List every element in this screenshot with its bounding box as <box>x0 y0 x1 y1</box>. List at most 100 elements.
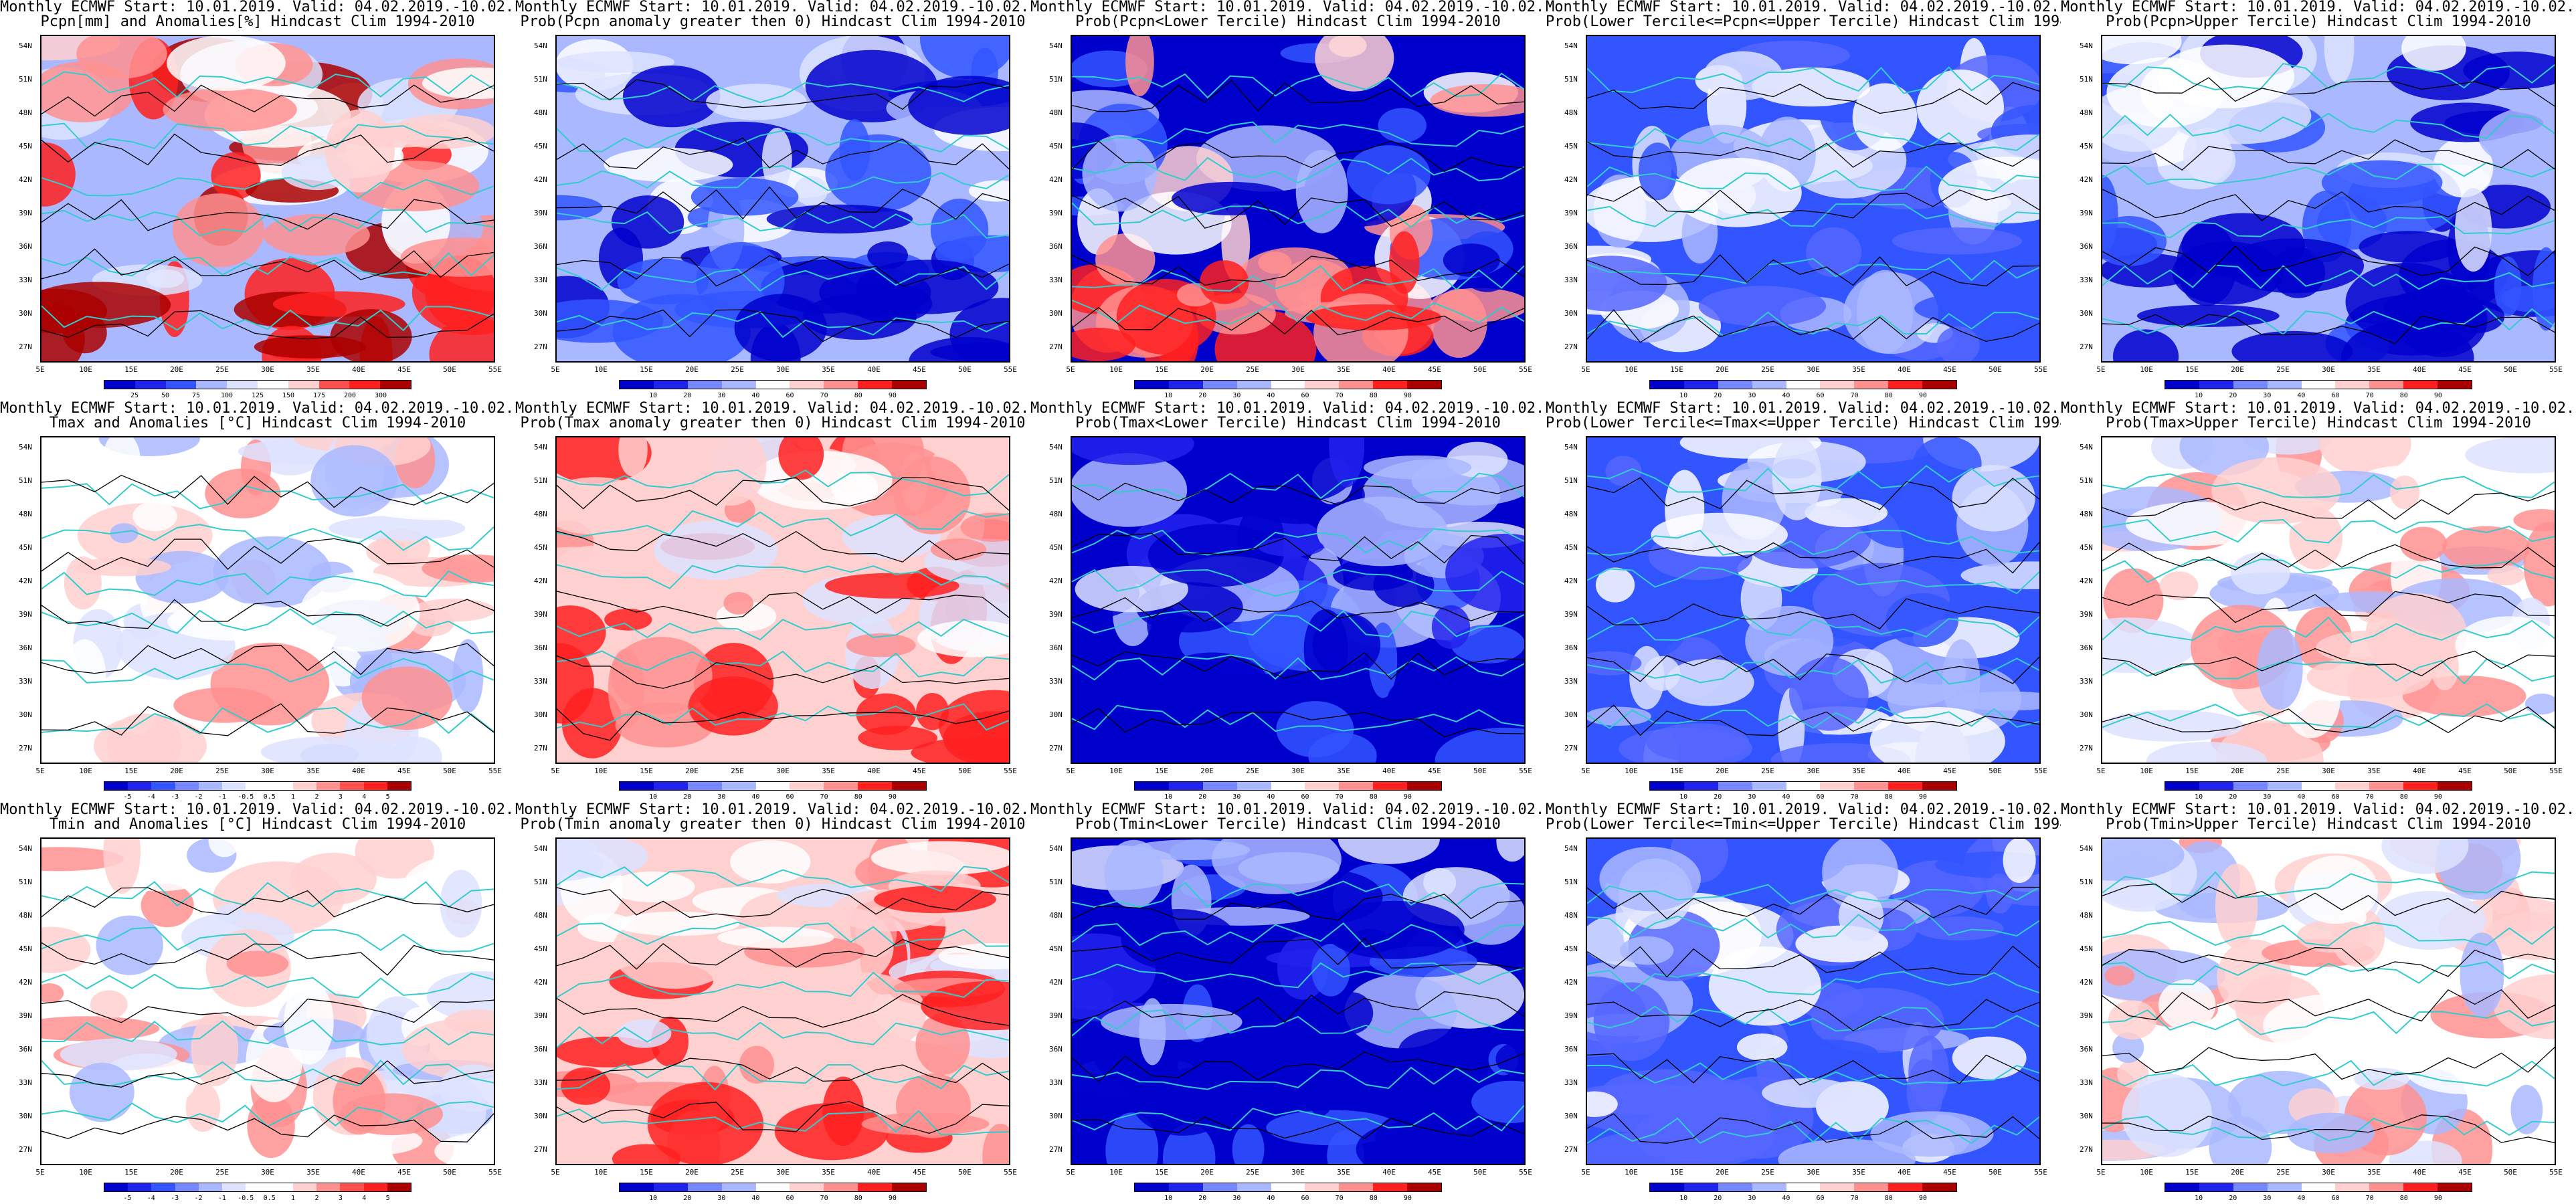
colorbar-tick-label: 20 <box>1714 1195 1722 1202</box>
longitude-label: 15E <box>2185 767 2199 775</box>
forecast-field <box>41 839 494 1164</box>
latitude-label: 27N <box>1049 342 1063 351</box>
longitude-label: 35E <box>306 1168 320 1177</box>
latitude-label: 30N <box>19 1112 32 1120</box>
field-patch <box>1916 69 2004 144</box>
latitude-label: 33N <box>2080 677 2093 686</box>
colorbar-tick-label: 90 <box>1403 1195 1412 1202</box>
coastline <box>41 926 494 954</box>
field-patch <box>1806 227 1862 278</box>
field-patch <box>654 520 778 580</box>
forecast-map-panel: Monthly ECMWF Start: 10.01.2019. Valid: … <box>1030 401 1546 803</box>
colorbar-tick-label: 3 <box>338 1195 343 1202</box>
latitude-label: 54N <box>19 443 32 452</box>
contour-line <box>1072 991 1524 1023</box>
latitude-label: 54N <box>534 443 547 452</box>
coastline <box>2102 658 2555 685</box>
longitude-label: 30E <box>261 767 274 775</box>
longitude-label: 40E <box>867 365 881 374</box>
colorbar-tick-label: 20 <box>2229 392 2237 399</box>
colorbar-swatch <box>721 381 756 389</box>
field-patch <box>858 726 937 750</box>
coastline <box>2102 871 2555 899</box>
colorbar-swatch <box>721 1183 756 1191</box>
longitude-label: 25E <box>731 767 744 775</box>
longitude-label: 45E <box>2458 365 2472 374</box>
coastline <box>1072 528 1524 556</box>
latitude-label: 33N <box>534 677 547 686</box>
contour-line <box>557 137 1009 170</box>
longitude-label: 20E <box>1716 767 1729 775</box>
field-patch <box>921 981 1009 1031</box>
coastline <box>1587 465 2039 493</box>
colorbar-tick-label: 100 <box>220 392 234 399</box>
field-patch <box>2112 1032 2144 1064</box>
field-patch <box>167 602 295 641</box>
latitude-label: 48N <box>1564 108 1578 117</box>
longitude-label: 45E <box>2458 1168 2472 1177</box>
field-patch <box>730 840 811 884</box>
colorbar-tick-label: 90 <box>888 793 897 801</box>
field-patch <box>960 512 1009 542</box>
colorbar-tick-label: 20 <box>2229 1195 2237 1202</box>
latitude-label: 48N <box>19 911 32 920</box>
panel-title: Monthly ECMWF Start: 10.01.2019. Valid: … <box>1546 0 2061 29</box>
colorbar-tick-label: -3 <box>171 1195 179 1202</box>
field-patch <box>622 65 721 128</box>
panel-title: Monthly ECMWF Start: 10.01.2019. Valid: … <box>0 0 515 29</box>
panel-title-line2: Prob(Pcpn anomaly greater then 0) Hindca… <box>520 13 1026 30</box>
field-patch <box>1129 839 1251 860</box>
field-patch <box>774 1102 889 1161</box>
field-patch <box>2460 932 2504 1017</box>
coastline <box>1072 654 1524 681</box>
latitude-label: 27N <box>534 342 547 351</box>
field-patch <box>401 1019 494 1079</box>
field-patch <box>612 1144 681 1164</box>
latitude-label: 42N <box>19 577 32 585</box>
colorbar-tick-label: 30 <box>717 1195 726 1202</box>
longitude-label: 55E <box>2034 767 2047 775</box>
field-patch <box>1605 456 1642 486</box>
panel-title: Monthly ECMWF Start: 10.01.2019. Valid: … <box>515 803 1030 832</box>
longitude-label: 35E <box>822 1168 835 1177</box>
longitude-label: 55E <box>1004 1168 1017 1177</box>
field-patch <box>2122 1074 2213 1157</box>
latitude-label: 54N <box>534 844 547 853</box>
latitude-label: 33N <box>19 677 32 686</box>
colorbar-tick-label: 70 <box>820 1195 828 1202</box>
coastline <box>557 564 1009 589</box>
field-patch <box>856 693 917 735</box>
colorbar-swatch <box>1407 1183 1442 1191</box>
longitude-label: 5E <box>1066 365 1075 374</box>
coastline <box>1072 1009 1524 1037</box>
longitude-label: 35E <box>1852 767 1865 775</box>
latitude-label: 48N <box>534 510 547 518</box>
field-patch <box>1105 716 1243 763</box>
latitude-label: 42N <box>2080 175 2093 184</box>
longitude-label: 10E <box>2140 1168 2153 1177</box>
colorbar-swatch <box>824 381 858 389</box>
coastline <box>2102 1116 2555 1142</box>
field-patch <box>968 180 1009 202</box>
contour-line <box>557 255 1009 287</box>
contour-line <box>557 708 1009 741</box>
field-patch <box>1129 1058 1236 1136</box>
longitude-label: 45E <box>1428 767 1441 775</box>
colorbar-swatch <box>269 1183 293 1191</box>
field-patch <box>366 538 408 565</box>
field-patch <box>1643 656 1681 691</box>
field-patch <box>1869 707 2005 763</box>
field-patch <box>409 608 454 637</box>
colorbar-swatch <box>165 381 197 389</box>
colorbar-swatch <box>2437 1183 2472 1191</box>
colorbar-swatch <box>175 782 199 790</box>
longitude-label: 45E <box>397 1168 411 1177</box>
colorbar-tick-label: 40 <box>2297 1195 2306 1202</box>
colorbar-swatch <box>104 782 128 790</box>
colorbar-swatch <box>1339 1183 1374 1191</box>
colorbar-swatch <box>1305 782 1340 790</box>
contour-line <box>557 655 1009 689</box>
longitude-label: 20E <box>170 365 183 374</box>
colorbar-tick-label: 40 <box>1267 1195 1275 1202</box>
coastline <box>1072 157 1524 184</box>
